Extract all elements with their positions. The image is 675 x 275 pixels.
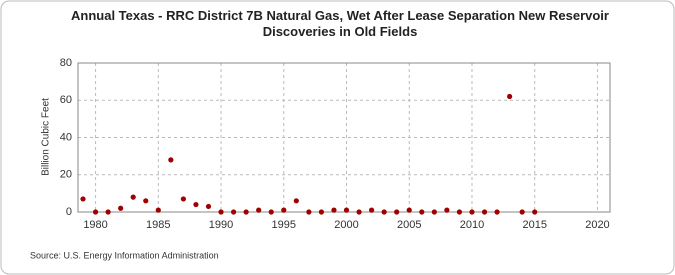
point [205, 203, 212, 210]
point [80, 196, 86, 202]
point [481, 209, 488, 215]
x-tick-label: 2010 [460, 219, 484, 231]
point [230, 209, 237, 215]
point [193, 201, 199, 208]
chart-title: Annual Texas - RRC District 7B Natural G… [71, 8, 609, 39]
point [369, 207, 375, 213]
y-tick-label: 60 [60, 94, 72, 106]
point [143, 198, 149, 204]
y-tick-label: 20 [60, 169, 72, 181]
x-tick-label: 1995 [272, 219, 296, 231]
point [431, 209, 437, 215]
point [306, 209, 312, 215]
point [507, 93, 513, 100]
x-tick-label: 1980 [83, 219, 107, 231]
x-tick-label: 2005 [397, 219, 421, 231]
y-axis-label: Billion Cubic Feet [41, 98, 52, 176]
point [419, 209, 425, 215]
point [218, 209, 224, 215]
point [343, 207, 350, 213]
point [118, 205, 124, 211]
point [356, 209, 362, 215]
point [519, 209, 525, 215]
point [394, 209, 400, 215]
x-tick-label: 1985 [146, 219, 170, 231]
y-tick-label: 80 [60, 57, 72, 69]
source: Source: U.S. Energy Information Administ… [30, 250, 219, 260]
point [105, 209, 111, 215]
point [180, 196, 186, 202]
point [92, 209, 99, 215]
y-tick-label: 40 [60, 131, 72, 143]
x-tick-label: 2015 [522, 219, 546, 231]
point [130, 194, 136, 200]
point [469, 209, 475, 215]
plot-border [77, 62, 611, 213]
point [256, 207, 262, 213]
point [155, 207, 161, 213]
point [243, 209, 249, 215]
x-tick-label: 1990 [209, 219, 233, 231]
point [168, 157, 174, 163]
point [268, 209, 274, 215]
point [444, 207, 450, 213]
x-tick-label: 2020 [585, 219, 609, 231]
x-tick-label: 2000 [334, 219, 358, 231]
point [456, 209, 463, 215]
point [494, 209, 500, 215]
point [281, 207, 287, 213]
point [331, 207, 337, 213]
point [406, 207, 412, 213]
point [293, 198, 299, 204]
y-tick-label: 0 [66, 206, 72, 218]
point [381, 209, 387, 215]
point [318, 209, 325, 215]
point [532, 209, 538, 215]
